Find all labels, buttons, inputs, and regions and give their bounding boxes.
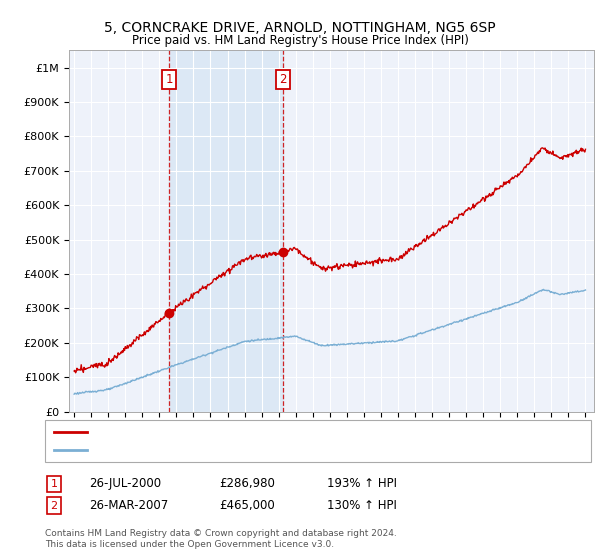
Text: 193% ↑ HPI: 193% ↑ HPI <box>327 477 397 491</box>
Text: 26-MAR-2007: 26-MAR-2007 <box>89 499 168 512</box>
Text: 2: 2 <box>50 501 58 511</box>
Bar <box>169 50 283 412</box>
Text: 5, CORNCRAKE DRIVE, ARNOLD, NOTTINGHAM, NG5 6SP: 5, CORNCRAKE DRIVE, ARNOLD, NOTTINGHAM, … <box>104 21 496 35</box>
Text: 130% ↑ HPI: 130% ↑ HPI <box>327 499 397 512</box>
Text: HPI: Average price, detached house, Gedling: HPI: Average price, detached house, Gedl… <box>92 445 325 455</box>
Text: 2: 2 <box>279 73 286 86</box>
Text: 1: 1 <box>50 479 58 489</box>
Text: £286,980: £286,980 <box>219 477 275 491</box>
Text: This data is licensed under the Open Government Licence v3.0.: This data is licensed under the Open Gov… <box>45 540 334 549</box>
Text: Contains HM Land Registry data © Crown copyright and database right 2024.: Contains HM Land Registry data © Crown c… <box>45 529 397 538</box>
Text: £465,000: £465,000 <box>219 499 275 512</box>
Text: 5, CORNCRAKE DRIVE, ARNOLD, NOTTINGHAM, NG5 6SP (detached house): 5, CORNCRAKE DRIVE, ARNOLD, NOTTINGHAM, … <box>92 427 480 437</box>
Text: Price paid vs. HM Land Registry's House Price Index (HPI): Price paid vs. HM Land Registry's House … <box>131 34 469 46</box>
Text: 1: 1 <box>166 73 173 86</box>
Text: 26-JUL-2000: 26-JUL-2000 <box>89 477 161 491</box>
